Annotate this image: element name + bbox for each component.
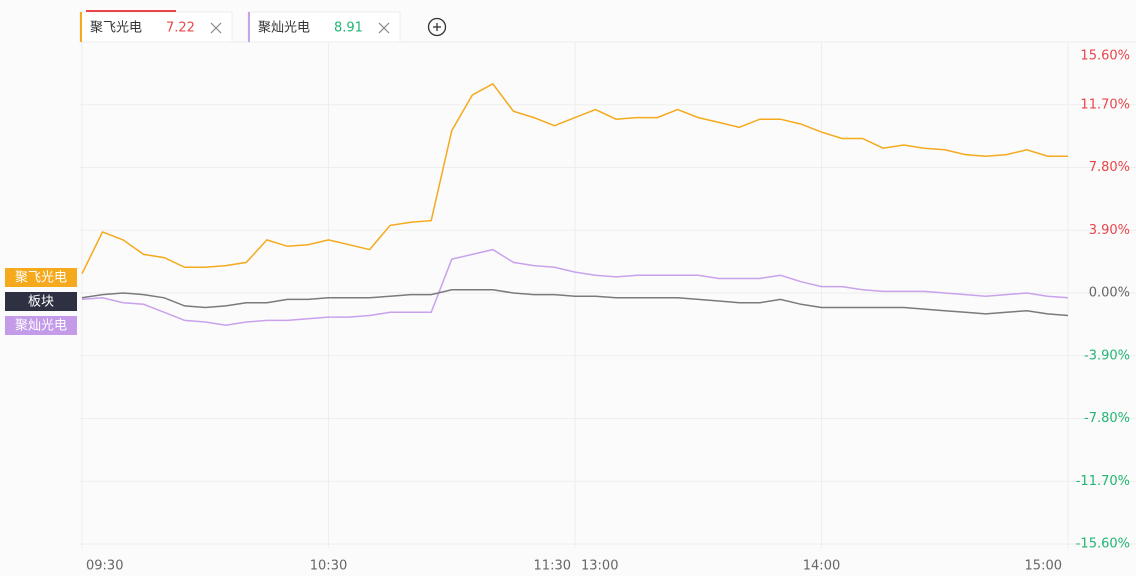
series-label-bg bbox=[5, 268, 77, 287]
series-line bbox=[81, 248, 1069, 326]
series-line bbox=[81, 82, 1068, 275]
tab-bg bbox=[247, 11, 401, 43]
x-tick-label: 10:30 bbox=[310, 559, 347, 574]
series-label-bg bbox=[5, 292, 77, 311]
series-label-bg bbox=[5, 316, 77, 335]
close-icon bbox=[378, 22, 390, 34]
x-tick-label: 13:00 bbox=[581, 559, 618, 574]
y-tick-label: 0.00% bbox=[1089, 286, 1130, 301]
x-tick-label: 15:00 bbox=[1025, 559, 1062, 574]
x-tick-label: 14:00 bbox=[803, 559, 840, 574]
y-tick-label: -7.80% bbox=[1084, 411, 1130, 426]
tab-accent bbox=[248, 12, 250, 42]
tab-accent bbox=[80, 12, 82, 42]
x-tick-label: 09:30 bbox=[86, 559, 123, 574]
y-tick-label: -11.70% bbox=[1076, 474, 1130, 489]
close-icon bbox=[210, 22, 222, 34]
stock-tab[interactable]: 聚灿光电 8.91 bbox=[247, 11, 401, 43]
stock-tab[interactable]: 聚飞光电 7.22 bbox=[79, 10, 233, 43]
y-tick-label: -15.60% bbox=[1076, 537, 1130, 552]
y-tick-label: -3.90% bbox=[1084, 348, 1130, 363]
tab-price: 7.22 bbox=[166, 21, 195, 36]
tab-name: 聚灿光电 bbox=[258, 21, 310, 36]
series-label: 聚飞光电 bbox=[15, 271, 67, 286]
tab-name: 聚飞光电 bbox=[90, 21, 142, 36]
add-button[interactable] bbox=[427, 17, 447, 37]
series-label: 聚灿光电 bbox=[15, 319, 67, 334]
tab-price: 8.91 bbox=[334, 21, 363, 36]
y-tick-label: 7.80% bbox=[1089, 160, 1130, 175]
series-line bbox=[81, 289, 1069, 317]
x-tick-label: 11:30 bbox=[534, 559, 571, 574]
series-label: 板块 bbox=[28, 295, 54, 310]
y-tick-label: 15.60% bbox=[1080, 49, 1130, 64]
tab-active-bar bbox=[86, 10, 176, 12]
y-tick-label: 3.90% bbox=[1089, 223, 1130, 238]
tab-close[interactable] bbox=[210, 22, 222, 34]
tab-close[interactable] bbox=[378, 22, 390, 34]
y-tick-label: 11.70% bbox=[1080, 97, 1130, 112]
